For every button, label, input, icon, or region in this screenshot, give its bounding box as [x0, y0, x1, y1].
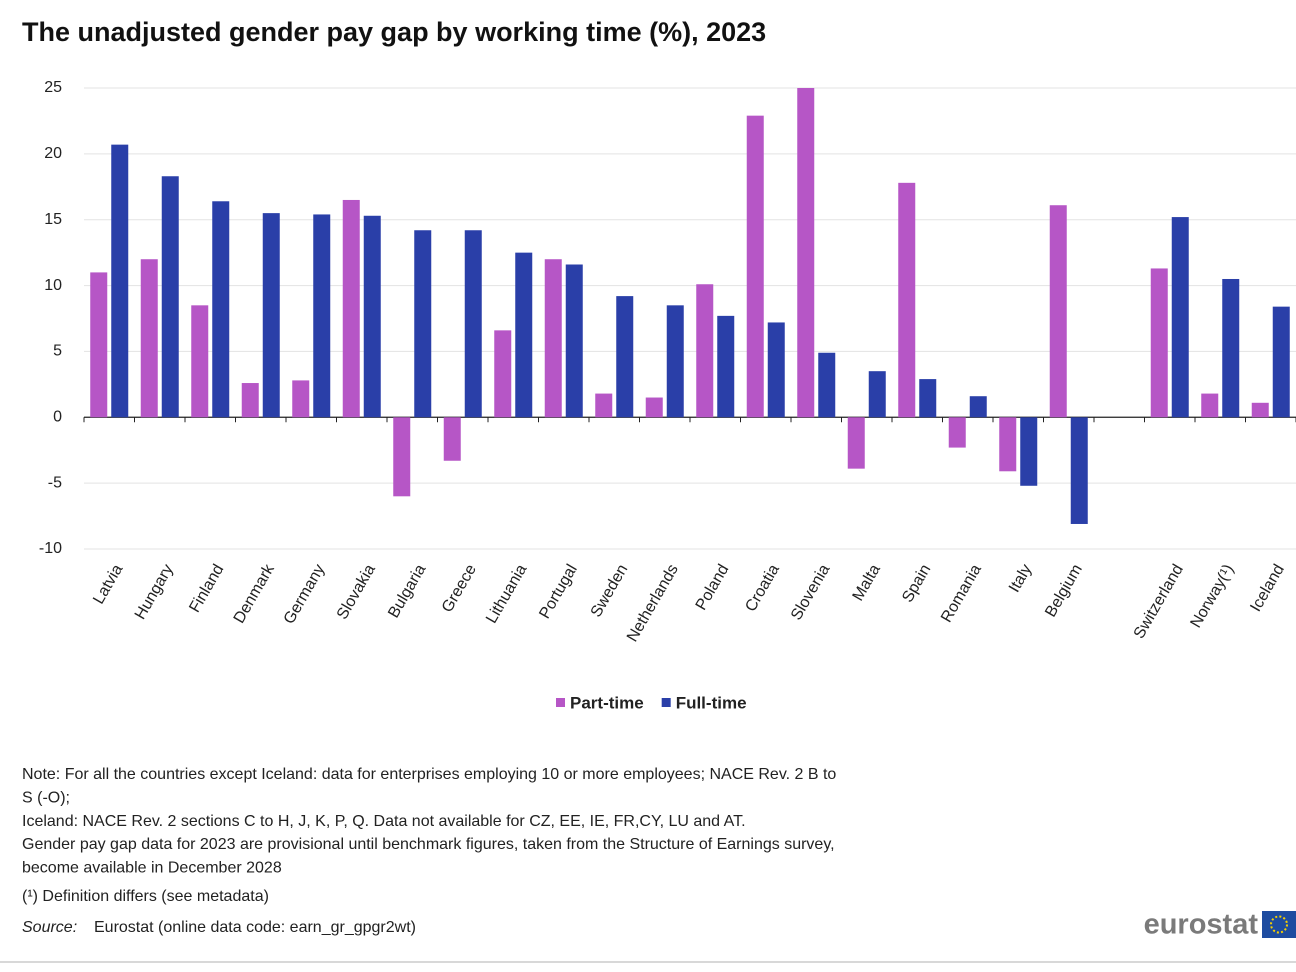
- bar: [948, 417, 966, 448]
- x-tick-label: Iceland: [1247, 562, 1288, 615]
- legend-swatch: [556, 698, 565, 707]
- bar: [1070, 417, 1088, 524]
- x-tick-label: Slovakia: [334, 562, 379, 623]
- x-tick-label: Switzerland: [1131, 562, 1187, 642]
- x-tick-label: Denmark: [231, 561, 279, 627]
- bar: [1049, 205, 1067, 418]
- bar: [797, 88, 815, 418]
- x-tick-label: Latvia: [90, 562, 126, 608]
- bar: [342, 199, 360, 418]
- bar: [666, 305, 684, 418]
- y-tick-label: 20: [44, 145, 62, 162]
- x-tick-label: Italy: [1006, 562, 1035, 596]
- bar: [464, 230, 482, 418]
- bar: [1251, 402, 1269, 418]
- x-tick-label: Spain: [899, 562, 934, 606]
- bar: [161, 176, 179, 418]
- x-tick-label: Greece: [439, 562, 480, 616]
- note-line: become available in December 2028: [22, 859, 282, 876]
- bar: [393, 417, 411, 497]
- x-tick-label: Croatia: [742, 562, 783, 615]
- bar: [999, 417, 1017, 472]
- bar: [191, 305, 209, 418]
- x-tick-label: Poland: [693, 562, 733, 614]
- note-line: S (-O);: [22, 790, 70, 807]
- bar: [262, 213, 280, 418]
- bar: [1222, 278, 1240, 418]
- x-tick-label: Portugal: [536, 562, 581, 622]
- x-tick-label: Sweden: [588, 562, 632, 621]
- x-tick-label: Malta: [850, 562, 884, 604]
- bar: [919, 379, 937, 418]
- bar: [515, 252, 533, 418]
- note-line: Note: For all the countries except Icela…: [22, 766, 836, 783]
- legend-swatch: [661, 698, 671, 707]
- bar: [1201, 393, 1219, 418]
- bar: [292, 380, 310, 418]
- bar: [544, 259, 562, 418]
- footnote: (¹) Definition differs (see metadata): [22, 888, 269, 905]
- bar: [696, 284, 714, 418]
- legend-label: Full-time: [676, 693, 747, 712]
- x-tick-label: Lithuania: [483, 562, 530, 627]
- eu-stars: [1270, 915, 1288, 934]
- x-tick-label: Netherlands: [624, 562, 682, 645]
- bar: [818, 352, 836, 418]
- note-line: Gender pay gap data for 2023 are provisi…: [22, 836, 835, 853]
- bar: [90, 272, 108, 418]
- bar: [111, 144, 129, 418]
- bar: [645, 397, 663, 418]
- legend-label: Part-time: [570, 693, 644, 712]
- x-tick-label: Hungary: [132, 562, 177, 623]
- notes: Note: For all the countries except Icela…: [22, 766, 836, 876]
- bar: [443, 417, 461, 461]
- bar: [313, 214, 331, 418]
- bar: [414, 230, 432, 418]
- bar: [241, 383, 259, 418]
- y-tick-label: -10: [39, 540, 62, 557]
- y-tick-label: 0: [53, 409, 62, 426]
- bar: [616, 296, 634, 418]
- x-tick-label: Bulgaria: [385, 562, 429, 621]
- y-tick-label: 10: [44, 277, 62, 294]
- bar: [595, 393, 613, 418]
- bar: [565, 264, 583, 418]
- bar: [717, 315, 735, 418]
- logo: eurostat: [1144, 909, 1259, 941]
- y-tick-label: 15: [44, 211, 62, 228]
- y-tick-label: -5: [48, 474, 62, 491]
- bar: [767, 322, 785, 418]
- bar: [1020, 417, 1038, 486]
- bar: [212, 201, 230, 418]
- bar: [494, 330, 512, 418]
- bar: [746, 115, 764, 418]
- bar: [140, 259, 158, 418]
- bar: [868, 371, 886, 418]
- bar: [1171, 217, 1189, 418]
- x-tick-label: Slovenia: [788, 562, 833, 624]
- eu-flag: [1262, 911, 1296, 938]
- x-tick-label: Finland: [186, 562, 227, 616]
- bar: [847, 417, 865, 469]
- bar: [1150, 268, 1168, 418]
- y-tick-label: 25: [44, 79, 62, 96]
- x-tick-label: Belgium: [1042, 562, 1086, 621]
- source-label: Source:: [22, 919, 77, 936]
- bar: [363, 215, 381, 418]
- bar: [969, 396, 987, 418]
- chart-title: The unadjusted gender pay gap by working…: [22, 17, 766, 47]
- x-tick-label: Norway(¹): [1188, 562, 1238, 631]
- source: Eurostat (online data code: earn_gr_gpgr…: [94, 919, 416, 936]
- bar: [898, 182, 916, 418]
- x-tick-label: Germany: [281, 562, 329, 627]
- x-tick-label: Romania: [938, 562, 985, 626]
- y-tick-label: 5: [53, 343, 62, 360]
- bar: [1272, 306, 1290, 418]
- note-line: Iceland: NACE Rev. 2 sections C to H, J,…: [22, 813, 746, 830]
